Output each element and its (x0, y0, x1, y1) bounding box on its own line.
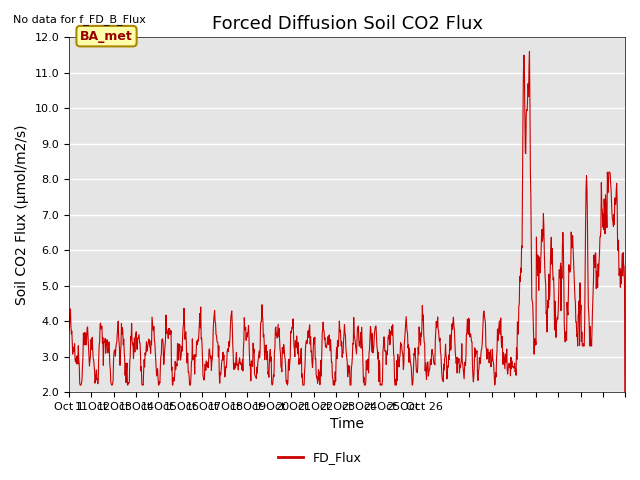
X-axis label: Time: Time (330, 418, 364, 432)
Y-axis label: Soil CO2 Flux (μmol/m2/s): Soil CO2 Flux (μmol/m2/s) (15, 124, 29, 305)
Text: BA_met: BA_met (80, 30, 133, 43)
Title: Forced Diffusion Soil CO2 Flux: Forced Diffusion Soil CO2 Flux (211, 15, 483, 33)
Text: No data for f_FD_B_Flux: No data for f_FD_B_Flux (13, 14, 146, 25)
Legend: FD_Flux: FD_Flux (273, 446, 367, 469)
